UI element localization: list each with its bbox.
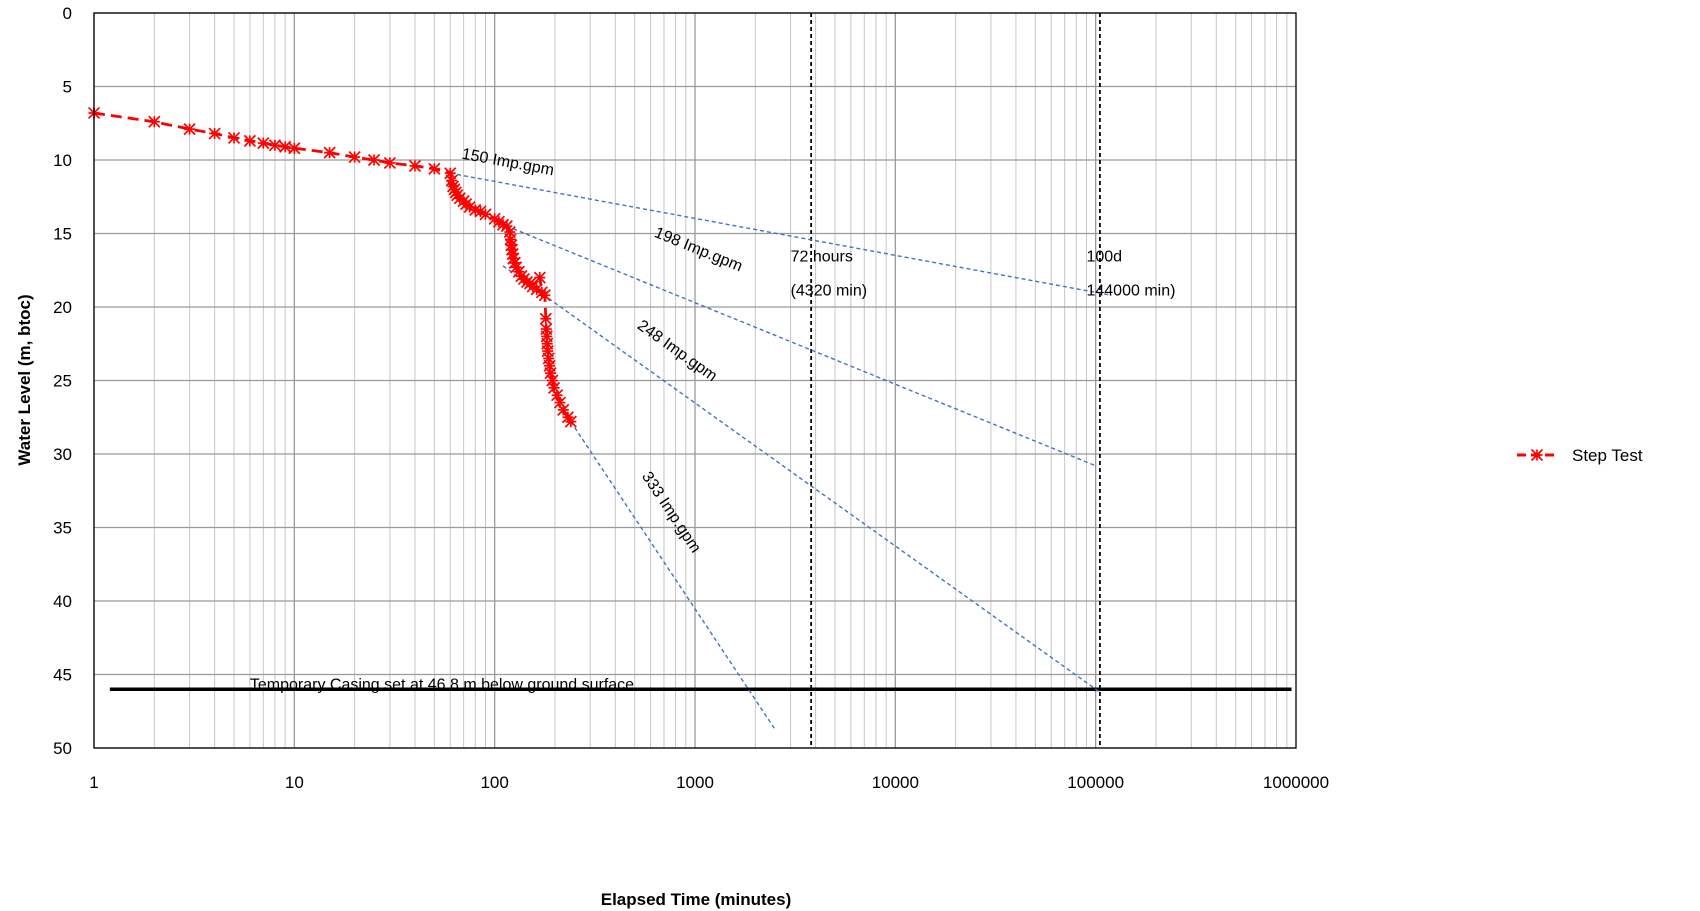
- data-point: [348, 150, 361, 164]
- data-point: [227, 131, 241, 145]
- plot-border: [93, 12, 1297, 749]
- y-tick-label: 0: [63, 4, 72, 23]
- y-tick-label: 35: [53, 519, 72, 538]
- data-point: [444, 167, 457, 180]
- trend-line: [570, 421, 776, 730]
- data-point: [383, 156, 397, 170]
- x-tick-label: 1000: [676, 773, 714, 792]
- x-tick-label: 1000000: [1263, 773, 1329, 792]
- y-tick-label: 40: [53, 592, 72, 611]
- legend-marker-step-test: [1530, 448, 1544, 462]
- x-tick-label: 10000: [872, 773, 919, 792]
- axis-ticks: 1 10 100 1000 10000 100000 1000000 0 5 10 15 20 25 30…: [53, 4, 1329, 792]
- data-point: [504, 233, 517, 246]
- annotation-days100-line1: 100d: [1086, 249, 1122, 266]
- annotation-days100-line2: 144000 min): [1086, 282, 1175, 299]
- y-tick-label: 25: [53, 372, 72, 391]
- data-point: [544, 367, 557, 380]
- annotation-casing: Temporary Casing set at 46.8 m below gro…: [250, 676, 634, 693]
- trend-line: [450, 172, 1112, 296]
- data-point: [408, 159, 422, 172]
- data-point: [257, 136, 270, 150]
- data-point: [546, 374, 559, 387]
- data-point: [288, 142, 301, 155]
- data-point: [323, 146, 336, 159]
- y-tick-label: 15: [53, 225, 72, 244]
- reference-lines: [109, 13, 1292, 748]
- data-point: [428, 162, 441, 175]
- x-tick-label: 100000: [1067, 773, 1124, 792]
- y-tick-label: 20: [53, 298, 72, 317]
- grid: [93, 12, 1296, 749]
- data-point: [243, 134, 256, 147]
- data-point: [208, 127, 221, 140]
- legend-marker-symbol: [1530, 448, 1544, 462]
- data-point: [367, 153, 381, 167]
- data-point: [183, 123, 196, 136]
- y-tick-label: 50: [53, 739, 72, 758]
- trend-line: [506, 225, 1096, 467]
- series-step-test: [87, 106, 577, 428]
- data-point: [538, 289, 551, 302]
- y-axis-title: Water Level (m, btoc): [15, 294, 34, 465]
- x-tick-label: 1: [89, 773, 98, 792]
- x-axis-title: Elapsed Time (minutes): [601, 890, 792, 909]
- y-tick-label: 5: [63, 78, 72, 97]
- data-point: [539, 312, 552, 325]
- data-point: [533, 271, 546, 284]
- annotation-hours72-line1: 72 hours: [791, 249, 853, 266]
- trend-lines: [450, 172, 1112, 730]
- data-point: [564, 415, 577, 428]
- y-tick-label: 10: [53, 151, 72, 170]
- data-point: [268, 139, 282, 152]
- y-tick-label: 30: [53, 445, 72, 464]
- annotation-hours72-line2: (4320 min): [791, 282, 867, 299]
- x-tick-label: 10: [285, 773, 304, 792]
- y-tick-label: 45: [53, 666, 72, 685]
- legend: Step Test: [1517, 446, 1643, 465]
- x-tick-label: 100: [480, 773, 508, 792]
- trend-line: [502, 265, 1101, 693]
- legend-label-step-test: Step Test: [1572, 446, 1643, 465]
- data-point: [148, 115, 161, 128]
